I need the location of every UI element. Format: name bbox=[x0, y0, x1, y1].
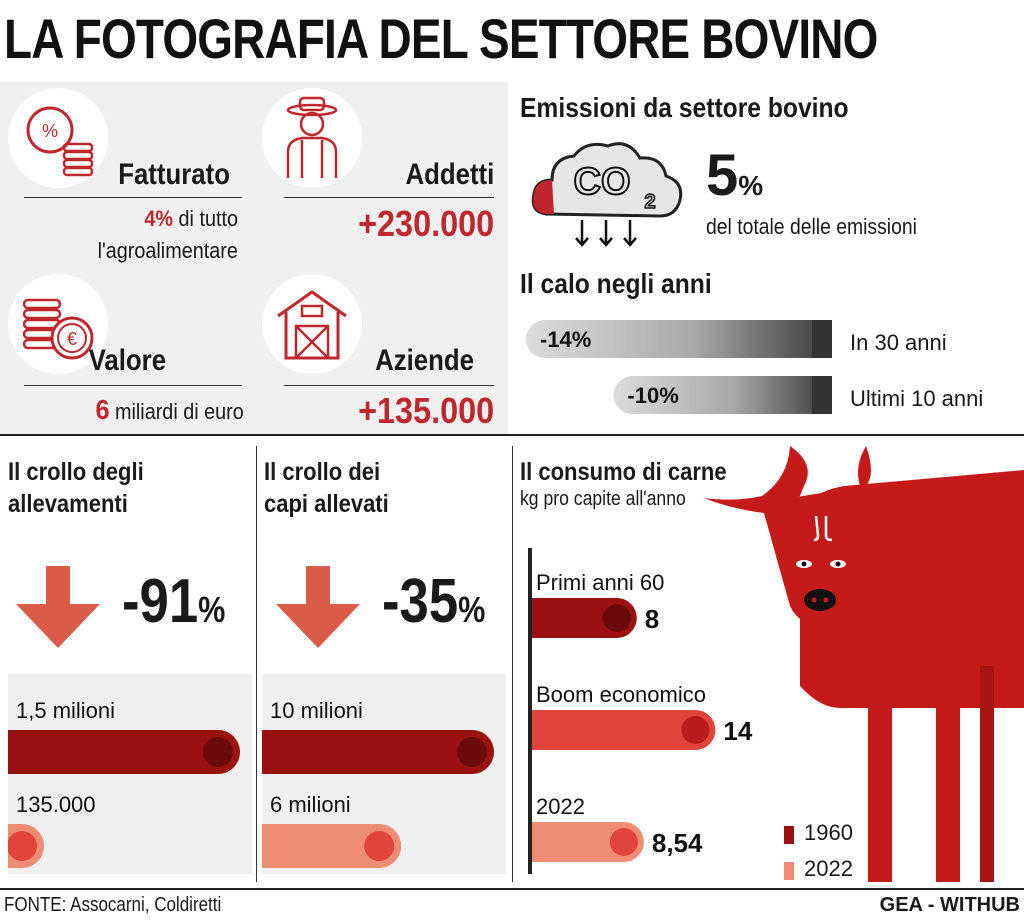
decline-value-label: -10% bbox=[627, 383, 678, 408]
allevamenti-title-line2: allevamenti bbox=[8, 490, 128, 518]
divider bbox=[24, 197, 242, 198]
addetti-label: Addetti bbox=[405, 158, 494, 191]
coins-percent-icon: % bbox=[8, 88, 108, 188]
svg-text:€: € bbox=[67, 329, 77, 349]
consumo-value-label: 14 bbox=[723, 716, 752, 746]
divider bbox=[24, 385, 242, 386]
decline-title: Il calo negli anni bbox=[520, 268, 712, 299]
bull-illustration bbox=[704, 446, 1024, 882]
consumo-value-label: 8,54 bbox=[652, 828, 703, 858]
consumo-value-label: 8 bbox=[645, 604, 659, 634]
bar-value-label: 6 milioni bbox=[270, 792, 351, 817]
consumo-category-label: 2022 bbox=[536, 794, 585, 819]
consumo-bar-end-dot bbox=[681, 716, 710, 744]
capi-title-line2: capi allevati bbox=[264, 490, 389, 518]
emissions-title: Emissioni da settore bovino bbox=[520, 92, 849, 123]
consumo-title: Il consumo di carne bbox=[520, 458, 727, 486]
bar bbox=[262, 824, 402, 868]
consumo-category-label: Primi anni 60 bbox=[536, 570, 664, 595]
arrow-down-icon bbox=[16, 566, 100, 648]
emission-share: 5% bbox=[706, 142, 763, 209]
footer-divider bbox=[0, 888, 1024, 890]
capi-pct-unit: % bbox=[458, 589, 486, 630]
capi-title-line1: Il crollo dei bbox=[264, 458, 381, 486]
allevamenti-pct: -91% bbox=[122, 566, 225, 637]
euro-coins-icon: € bbox=[8, 274, 108, 374]
bar-end-dot bbox=[203, 737, 233, 767]
valore-text: miliardi di euro bbox=[115, 399, 245, 424]
decline-chart: -14% -10% bbox=[526, 320, 832, 414]
valore-label: Valore bbox=[88, 344, 166, 377]
bar-value-label: 1,5 milioni bbox=[16, 698, 115, 723]
consumo-subtitle: kg pro capite all'anno bbox=[520, 488, 686, 510]
emission-share-text: del totale delle emissioni bbox=[706, 214, 917, 239]
fatturato-value-line: 4% di tutto bbox=[144, 206, 238, 232]
allevamenti-chart: 1,5 milioni 135.000 bbox=[8, 698, 240, 868]
consumo-bar-end-dot bbox=[609, 828, 638, 856]
bar bbox=[8, 730, 240, 774]
legend-1960-label: 1960 bbox=[804, 820, 853, 845]
consumo-category-label: Boom economico bbox=[536, 682, 706, 707]
divider bbox=[284, 197, 494, 198]
allevamenti-pct-num: -91 bbox=[122, 567, 199, 636]
capi-title: Il crollo dei capi allevati bbox=[264, 456, 389, 520]
decline-cat-2: Ultimi 10 anni bbox=[850, 386, 984, 411]
fatturato-text1: di tutto bbox=[178, 206, 238, 231]
legend-2022-swatch bbox=[784, 862, 794, 880]
emission-share-unit: % bbox=[738, 170, 764, 201]
bar-value-label: 135.000 bbox=[16, 792, 96, 817]
allevamenti-pct-unit: % bbox=[198, 589, 226, 630]
bar-value-label: 10 milioni bbox=[270, 698, 363, 723]
arrow-down-icon bbox=[276, 566, 360, 648]
page-title: LA FOTOGRAFIA DEL SETTORE BOVINO bbox=[4, 7, 878, 70]
fatturato-value: 4% bbox=[144, 206, 174, 231]
aziende-value: +135.000 bbox=[357, 390, 494, 431]
fatturato-label: Fatturato bbox=[118, 158, 230, 191]
decline-cat-1: In 30 anni bbox=[850, 330, 947, 355]
legend-2022-label: 2022 bbox=[804, 856, 853, 881]
decline-value-label: -14% bbox=[540, 327, 591, 352]
bar-end-dot bbox=[457, 737, 487, 767]
capi-pct: -35% bbox=[382, 566, 485, 637]
valore-value-line: 6 miliardi di euro bbox=[96, 394, 244, 426]
barn-icon bbox=[262, 274, 362, 374]
bar-end-dot bbox=[8, 831, 37, 861]
aziende-label: Aziende bbox=[375, 344, 474, 377]
divider bbox=[284, 385, 494, 386]
co2-cloud-icon: CO 2 bbox=[528, 136, 688, 252]
column-divider bbox=[256, 446, 257, 882]
fatturato-text2: l'agroalimentare bbox=[97, 238, 238, 263]
footer-source: FONTE: Assocarni, Coldiretti bbox=[4, 894, 222, 916]
section-divider bbox=[0, 434, 1024, 436]
consumo-bar bbox=[532, 710, 716, 750]
allevamenti-title-line1: Il crollo degli bbox=[8, 458, 144, 486]
footer-credit: GEA - WITHUB bbox=[879, 894, 1020, 916]
decline-bar bbox=[613, 376, 832, 414]
capi-pct-num: -35 bbox=[382, 567, 459, 636]
co2-text: CO bbox=[574, 161, 631, 203]
farmer-icon bbox=[262, 88, 362, 188]
decline-bar-end bbox=[812, 320, 832, 358]
decline-bar bbox=[526, 320, 832, 358]
legend-1960-swatch bbox=[784, 826, 794, 844]
bar-end-dot bbox=[364, 831, 395, 861]
co2-subscript: 2 bbox=[644, 191, 655, 213]
consumo-bar-end-dot bbox=[602, 604, 631, 632]
capi-chart: 10 milioni 6 milioni bbox=[262, 698, 494, 868]
consumo-chart: Primi anni 60 8 Boom economico 14 2022 8,54 bbox=[532, 570, 753, 862]
allevamenti-title: Il crollo degli allevamenti bbox=[8, 456, 144, 520]
column-divider bbox=[512, 446, 513, 882]
valore-value: 6 bbox=[95, 394, 110, 425]
bar bbox=[262, 730, 494, 774]
emission-share-num: 5 bbox=[706, 143, 739, 208]
svg-text:%: % bbox=[42, 121, 58, 141]
decline-bar-end bbox=[812, 376, 832, 414]
addetti-value: +230.000 bbox=[357, 203, 494, 244]
consumo-axis bbox=[528, 548, 532, 874]
